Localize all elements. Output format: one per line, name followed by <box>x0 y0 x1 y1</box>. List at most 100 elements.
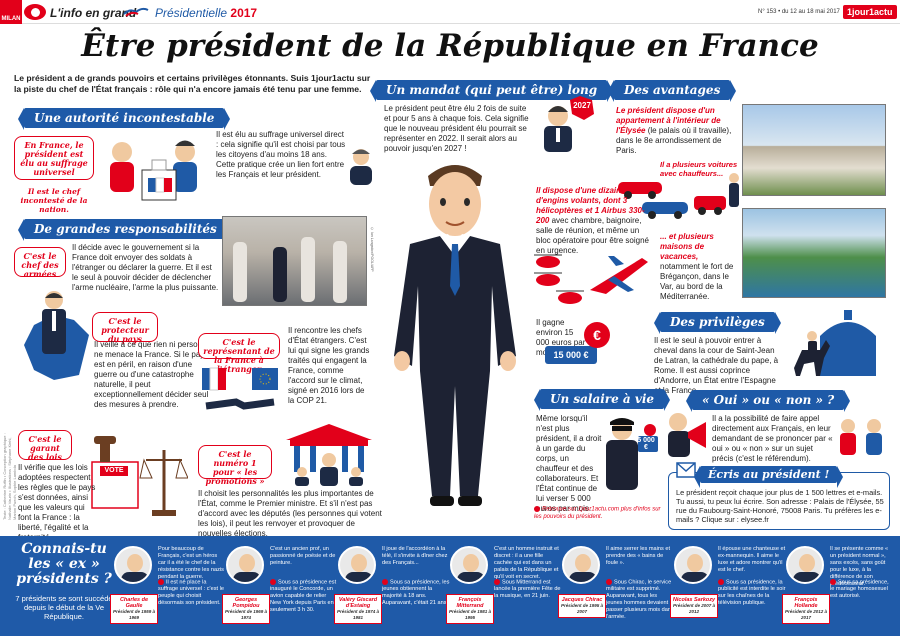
top-bar <box>0 0 900 24</box>
milan-logo: MILAN <box>0 0 22 24</box>
oui-non-banner: « Oui » ou « non » ? <box>685 390 851 412</box>
presidentielle-label: Présidentielle 2017 <box>155 6 258 20</box>
brand-name: L'info en grand <box>50 6 137 20</box>
president-card: Charles de Gaulle Président de 1959 à 196… <box>110 546 226 632</box>
horse-cathedral-illustration <box>794 310 876 376</box>
president-name: Georges Pompidou Président de 1969 à 1974 <box>222 594 270 624</box>
president-fact: Il est né place la suffrage universel : … <box>158 579 224 607</box>
elysee-photo <box>742 104 886 196</box>
president-name: Valéry Giscard d'Estaing Président de 197… <box>334 594 382 624</box>
box-chef-armees: C'est le chef des armées <box>14 247 66 279</box>
credits: Texte : Catherine Ruffin • Conception gr… <box>2 433 17 520</box>
box-protecteur: C'est le protecteur du pays <box>92 312 158 344</box>
ex-presidents-subtitle: 7 présidents se sont succédé depuis le d… <box>15 594 113 621</box>
handshake-flags-illustration <box>202 367 278 410</box>
elysee-block: Le président dispose d'un appartement à … <box>616 106 732 155</box>
issue-number: N° 153 • du 12 au 18 mai 2017 <box>758 9 840 15</box>
autorite-box-suffrage: En France, le président est élu au suffr… <box>14 136 94 180</box>
president-desc: C'est un homme instruit et discret : il … <box>494 546 559 580</box>
president-card: Jacques Chirac Président de 1995 à 2007 I… <box>558 546 674 632</box>
money-5000: 5 000 € <box>637 437 655 451</box>
salaire-banner: Un salaire à vie <box>533 389 671 411</box>
privileges-banner: Des privilèges <box>654 312 781 334</box>
megaphone-illustration <box>668 413 706 457</box>
president-fact: Sous Chirac, le service militaire est su… <box>606 579 674 621</box>
page-title: Être président de la République en Franc… <box>81 28 819 64</box>
president-card: Georges Pompidou Président de 1969 à 1974… <box>222 546 338 632</box>
president-desc: Il joue de l'accordéon à la télé, il s'i… <box>382 546 448 566</box>
president-fact: Sous sa présidence, les jeunes obtiennen… <box>382 579 450 607</box>
president-desc: Il aime serrer les mains et prendre des … <box>606 546 671 566</box>
president-card: François Hollande Président de 2012 à 201… <box>782 546 898 632</box>
eye-logo-icon <box>24 4 46 20</box>
soldiers-photo: © Ian Langsdon/POOL/AFP <box>222 216 374 306</box>
president-desc: C'est un ancien prof, un passionné de po… <box>270 546 336 566</box>
president-fact: Sous sa présidence, le mariage homosexue… <box>830 579 889 600</box>
text-representant: Il rencontre les chefs d'État étrangers.… <box>288 326 370 405</box>
bregancon-photo <box>742 208 886 298</box>
autorite-chef-nation: Il est le chef incontesté de la nation. <box>20 187 88 214</box>
president-fact: Sous Mitterrand est lancée la première F… <box>494 579 561 600</box>
ecris-banner: Écris au président ! <box>693 466 844 488</box>
president-fact: Sous sa présidence, la publicité est int… <box>718 579 786 607</box>
money-15000: 15 000 € <box>545 346 597 364</box>
president-card: Valéry Giscard d'Estaing Président de 197… <box>334 546 450 632</box>
autorite-text: Il est élu au suffrage universel direct … <box>216 130 346 179</box>
voitures-text: Il a plusieurs voitures avec chauffeurs.… <box>660 160 738 178</box>
france-map-illustration <box>24 291 89 380</box>
aircraft-illustration <box>534 254 648 304</box>
president-portrait <box>562 546 600 584</box>
voter-illustration <box>350 149 372 185</box>
president-card: Nicolas Sarkozy Président de 2007 à 2012 … <box>670 546 786 632</box>
text-garant-lois: Il vérifie que les lois adoptées respect… <box>18 463 96 542</box>
flag-bird-icon <box>123 7 149 17</box>
bodyguard-illustration <box>606 418 658 490</box>
salaire-link[interactable]: Retrouve sur 1jour1actu.com plus d'infos… <box>534 506 661 520</box>
president-name: Jacques Chirac Président de 1995 à 2007 <box>558 594 606 618</box>
president-portrait <box>338 546 376 584</box>
president-portrait <box>786 546 824 584</box>
salaire-text: Même lorsqu'il n'est plus président, il … <box>536 414 602 513</box>
president-name: Nicolas Sarkozy Président de 2007 à 2012 <box>670 594 718 618</box>
president-portrait <box>226 546 264 584</box>
engins-block: Il dispose d'une dizaine d'engins volant… <box>536 186 649 255</box>
president-desc: Il épouse une chanteuse et ex-mannequin.… <box>718 546 786 573</box>
text-numero1: Il choisit les personnalités les plus im… <box>198 489 382 538</box>
box-representant: C'est le représentant de la France à l'é… <box>198 333 280 374</box>
calendar-president-illustration <box>544 96 594 152</box>
crowd-illustration <box>840 419 882 455</box>
avantages-banner: Des avantages <box>607 80 737 102</box>
envelope-icon <box>676 462 696 478</box>
year-badge: 2027 <box>573 101 591 110</box>
autorite-banner: Une autorité incontestable <box>17 108 231 130</box>
text-chef-armees: Il décide avec le gouvernement si la Fra… <box>72 243 219 292</box>
cars-illustration <box>618 173 739 219</box>
photo-credit: © Ian Langsdon/POOL/AFP <box>370 227 374 272</box>
president-name: François Mitterrand Président de 1981 à 1… <box>446 594 494 624</box>
president-desc: Pour beaucoup de Français, c'est un héro… <box>158 546 224 580</box>
president-fact: Sous sa présidence est inauguré le Conco… <box>270 579 337 614</box>
euro-coin-icon: € <box>584 322 610 348</box>
mandat-text: Le président peut être élu 2 fois de sui… <box>384 104 529 153</box>
privileges-text: Il est le seul à pouvoir entrer à cheval… <box>654 336 779 395</box>
ballot-box-illustration <box>110 140 197 201</box>
president-name: Charles de Gaulle Président de 1959 à 196… <box>110 594 158 624</box>
text-protecteur: Il veille à ce que rien ni personne ne m… <box>94 340 211 409</box>
president-portrait <box>674 546 712 584</box>
mandat-banner: Un mandat (qui peut être) long <box>369 80 614 102</box>
president-card: François Mitterrand Président de 1981 à 1… <box>446 546 562 632</box>
president-figure-illustration <box>394 165 516 506</box>
ecris-text: Le président reçoit chaque jour plus de … <box>676 488 884 524</box>
oui-non-text: Il a la possibilité de faire appel direc… <box>712 414 833 463</box>
ex-presidents-title: Connais-tu les « ex » présidents ? <box>16 541 112 587</box>
vote-label: VOTE <box>100 466 128 476</box>
box-numero1: C'est le numéro 1 pour « les promotions … <box>198 445 272 486</box>
president-portrait <box>450 546 488 584</box>
president-portrait <box>114 546 152 584</box>
vacances-block: ... et plusieurs maisons de vacances, no… <box>660 232 734 301</box>
president-desc: Il se présente comme « un président norm… <box>830 546 889 587</box>
responsabilites-banner: De grandes responsabilités <box>18 219 233 241</box>
box-garant-lois: C'est le garant des lois <box>18 430 72 462</box>
parliament-illustration <box>286 424 372 486</box>
president-name: François Hollande Président de 2012 à 201… <box>782 594 830 624</box>
